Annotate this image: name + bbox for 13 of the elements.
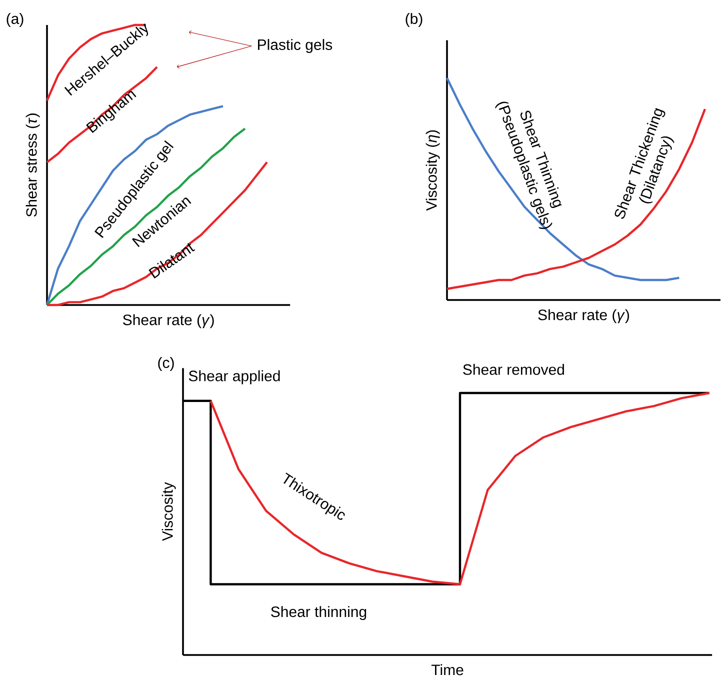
chart-title: (b) xyxy=(406,13,422,27)
y-axis-title: Viscosity xyxy=(162,482,176,541)
y-axis-title: Shear stress (τ) xyxy=(26,114,40,217)
text: Shear applied xyxy=(188,370,280,384)
x-axis-title: Time xyxy=(431,664,464,676)
chart-title: (c) xyxy=(158,357,174,371)
annotation: Plastic gels xyxy=(258,39,332,53)
x-axis-title: Shear rate (γ) xyxy=(123,314,214,328)
chart-title: (a) xyxy=(6,13,24,27)
series-label: Shear thinning xyxy=(271,606,366,620)
text: Shear removed xyxy=(463,364,564,375)
y-axis-title: Viscosity (η) xyxy=(426,130,440,211)
x-axis-title: Shear rate (γ) xyxy=(538,309,630,324)
